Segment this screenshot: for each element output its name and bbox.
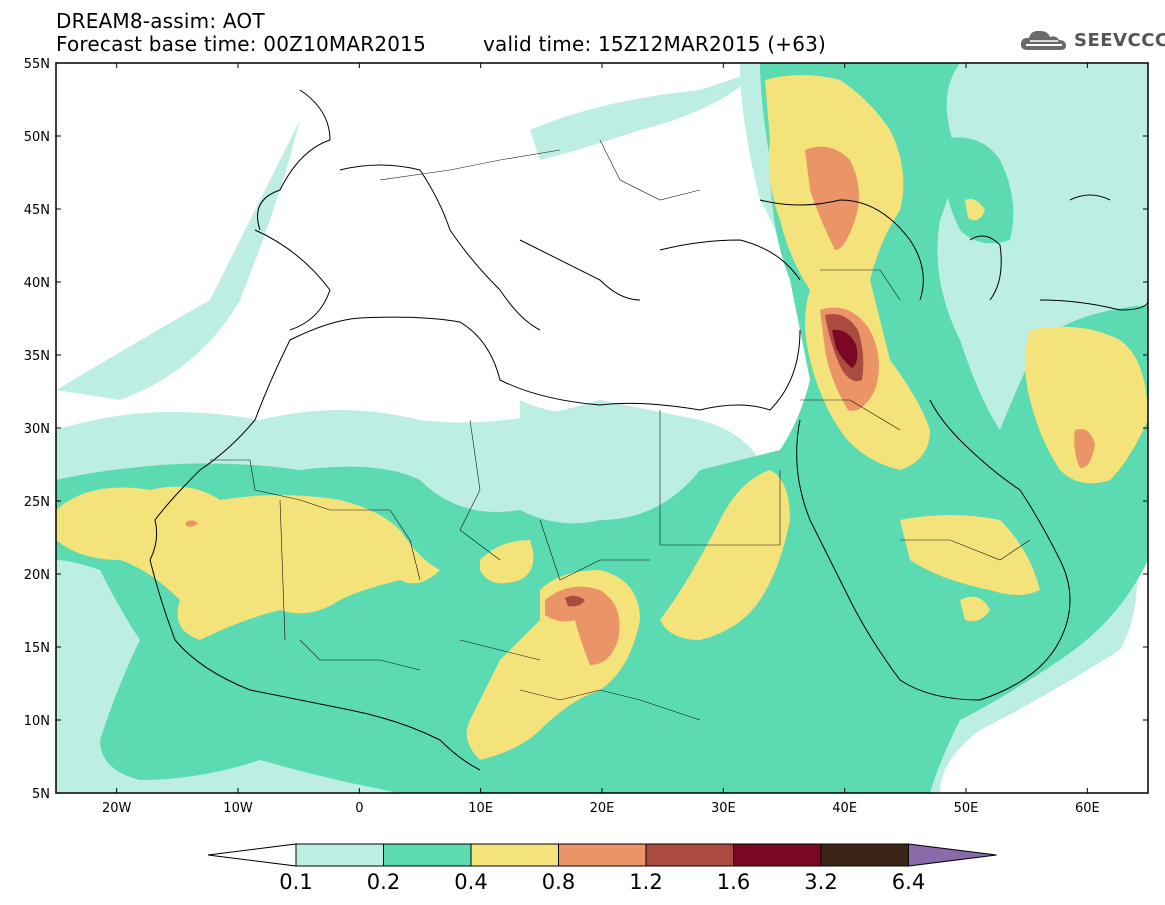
lat-label-55N: 55N [24, 57, 50, 72]
colorbar-label: 3.2 [804, 870, 838, 894]
seevccc-logo: SEEVCCC [1018, 26, 1165, 54]
colorbar-label: 0.4 [454, 870, 488, 894]
borders [210, 139, 1031, 721]
cloud-icon [1020, 30, 1066, 50]
colorbar-label: 1.2 [629, 870, 663, 894]
colorbar [207, 843, 997, 867]
longitude-axis: 20W 10W 0 10E 20E 30E 40E 50E 60E [102, 63, 1100, 816]
latitude-axis: 55N 50N 45N 40N 35N 30N 25N 20N 15N 10N 5N [24, 57, 1148, 802]
forecast-base-time: Forecast base time: 00Z10MAR2015 [56, 32, 427, 56]
lon-label-0: 0 [355, 801, 363, 816]
colorbar-high-arrow [908, 843, 997, 867]
lat-label-20N: 20N [24, 568, 50, 583]
lat-label-25N: 25N [24, 495, 50, 510]
colorbar-label: 6.4 [891, 870, 926, 894]
lat-label-45N: 45N [24, 203, 50, 218]
colorbar-swatch [645, 843, 734, 867]
lon-label-50E: 50E [954, 801, 979, 816]
colorbar-low-arrow [207, 843, 297, 867]
lon-label-20W: 20W [102, 801, 132, 816]
logo-text: SEEVCCC [1074, 29, 1165, 51]
colorbar-label: 0.1 [279, 870, 313, 894]
aot-field [56, 63, 1148, 793]
coastlines [149, 89, 1148, 771]
lon-label-30E: 30E [711, 801, 736, 816]
colorbar-label: 0.8 [541, 870, 576, 894]
lat-label-50N: 50N [24, 130, 50, 145]
lat-label-15N: 15N [24, 641, 50, 656]
lon-label-10E: 10E [468, 801, 493, 816]
colorbar-label: 0.2 [366, 870, 401, 894]
lat-label-30N: 30N [24, 422, 50, 437]
lat-label-5N: 5N [32, 787, 50, 802]
lon-label-40E: 40E [832, 801, 857, 816]
lat-label-10N: 10N [24, 714, 50, 729]
colorbar-label: 1.6 [716, 870, 751, 894]
colorbar-swatch [295, 843, 384, 867]
colorbar-swatch [558, 843, 647, 867]
valid-time: valid time: 15Z12MAR2015 (+63) [483, 32, 827, 56]
lon-label-20E: 20E [590, 801, 615, 816]
colorbar-swatch [820, 843, 909, 867]
colorbar-swatch [470, 843, 559, 867]
colorbar-swatch [733, 843, 822, 867]
lat-label-40N: 40N [24, 276, 50, 291]
map-title: DREAM8-assim: AOT [56, 9, 265, 33]
lon-label-60E: 60E [1075, 801, 1100, 816]
lat-label-35N: 35N [24, 349, 50, 364]
colorbar-swatch [383, 843, 472, 867]
lon-label-10W: 10W [223, 801, 253, 816]
